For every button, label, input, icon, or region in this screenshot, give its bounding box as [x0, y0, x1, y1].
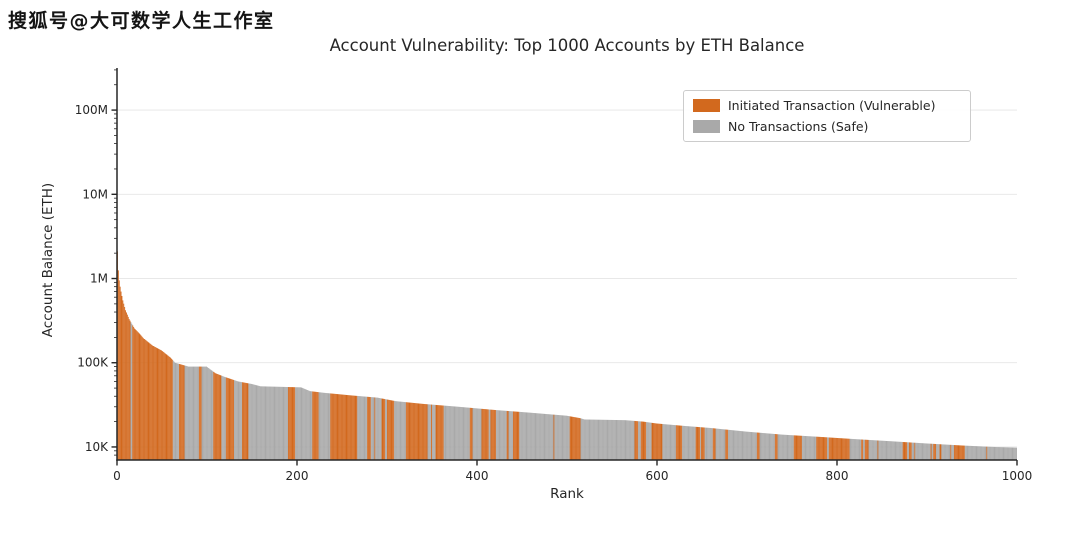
svg-text:10M: 10M — [82, 187, 108, 201]
x-axis-label: Rank — [550, 486, 584, 502]
legend-item-vulnerable: Initiated Transaction (Vulnerable) — [693, 98, 961, 113]
svg-text:800: 800 — [826, 469, 849, 483]
svg-text:1M: 1M — [90, 272, 108, 286]
svg-text:100K: 100K — [77, 356, 109, 370]
svg-text:100M: 100M — [75, 103, 108, 117]
svg-text:0: 0 — [113, 469, 121, 483]
svg-text:200: 200 — [286, 469, 309, 483]
watermark: 搜狐号@大可数学人生工作室 — [8, 10, 275, 32]
svg-text:400: 400 — [466, 469, 489, 483]
legend: Initiated Transaction (Vulnerable) No Tr… — [683, 90, 971, 142]
legend-swatch-safe-icon — [693, 120, 720, 133]
legend-swatch-vulnerable-icon — [693, 99, 720, 112]
legend-label-vulnerable: Initiated Transaction (Vulnerable) — [728, 98, 936, 113]
svg-text:10K: 10K — [85, 440, 109, 454]
svg-text:600: 600 — [646, 469, 669, 483]
legend-label-safe: No Transactions (Safe) — [728, 119, 869, 134]
svg-text:1000: 1000 — [1002, 469, 1033, 483]
legend-item-safe: No Transactions (Safe) — [693, 119, 961, 134]
chart-title: Account Vulnerability: Top 1000 Accounts… — [329, 36, 805, 55]
